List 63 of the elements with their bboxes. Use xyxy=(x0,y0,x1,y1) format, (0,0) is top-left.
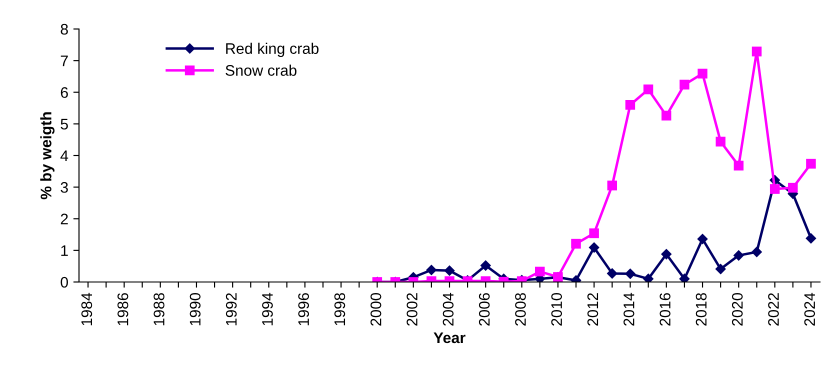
point xyxy=(770,184,780,194)
y-tick-label: 5 xyxy=(60,118,68,130)
x-tick-label: 2010 xyxy=(551,293,562,326)
point xyxy=(752,246,762,258)
point xyxy=(697,234,708,244)
point xyxy=(680,80,690,90)
point xyxy=(715,264,726,274)
point xyxy=(571,238,581,249)
y-tick-label: 7 xyxy=(60,56,68,66)
point xyxy=(806,233,816,244)
x-tick-label: 1986 xyxy=(117,293,128,326)
y-tick-label: 6 xyxy=(60,87,68,98)
x-tick-label: 1990 xyxy=(190,293,201,326)
y-tick-label: 3 xyxy=(60,182,68,193)
point xyxy=(643,84,654,94)
point xyxy=(661,249,672,260)
x-tick-label: 2022 xyxy=(768,293,779,326)
y-axis-title: % by weigth xyxy=(40,112,55,200)
y-tick-label: 8 xyxy=(60,24,68,35)
point xyxy=(480,260,491,271)
legend-label: Red king crab xyxy=(226,42,319,57)
point xyxy=(607,268,618,279)
x-tick-label: 2016 xyxy=(660,293,670,326)
point xyxy=(788,182,798,193)
x-tick-label: 1984 xyxy=(81,292,92,326)
x-tick-label: 2020 xyxy=(732,293,743,326)
y-tick-label: 4 xyxy=(60,150,68,162)
x-tick-label: 2008 xyxy=(515,293,526,326)
legend-label: Snow crab xyxy=(226,64,296,76)
x-tick-label: 1992 xyxy=(226,293,237,326)
point xyxy=(643,274,654,282)
point xyxy=(426,264,437,276)
point xyxy=(806,158,816,169)
x-tick-label: 2002 xyxy=(406,293,418,326)
y-tick-label: 1 xyxy=(61,245,68,256)
point xyxy=(625,268,636,279)
x-tick-label: 1996 xyxy=(298,293,310,326)
x-tick-label: 1994 xyxy=(262,292,273,326)
x-tick-label: 1998 xyxy=(334,293,346,326)
point xyxy=(535,266,545,276)
x-tick-label: 2012 xyxy=(587,293,598,326)
point xyxy=(589,228,599,238)
point xyxy=(662,110,672,121)
point xyxy=(444,266,455,276)
x-tick-label: 2000 xyxy=(370,293,382,326)
x-tick-label: 2004 xyxy=(442,292,454,326)
point xyxy=(588,242,600,253)
point xyxy=(734,160,744,170)
x-axis-title: Year xyxy=(434,332,466,344)
x-tick-label: 2018 xyxy=(696,293,707,326)
point xyxy=(607,180,618,190)
point xyxy=(716,136,726,146)
y-tick-label: 0 xyxy=(60,276,68,288)
point xyxy=(734,250,744,261)
x-tick-label: 2024 xyxy=(804,292,816,326)
point xyxy=(698,68,708,78)
point xyxy=(752,46,762,56)
x-tick-label: 2014 xyxy=(624,292,634,326)
x-tick-label: 1988 xyxy=(154,293,164,326)
y-tick-label: 2 xyxy=(60,214,68,224)
point xyxy=(625,100,636,110)
x-tick-label: 2006 xyxy=(478,293,490,326)
point xyxy=(679,274,690,282)
